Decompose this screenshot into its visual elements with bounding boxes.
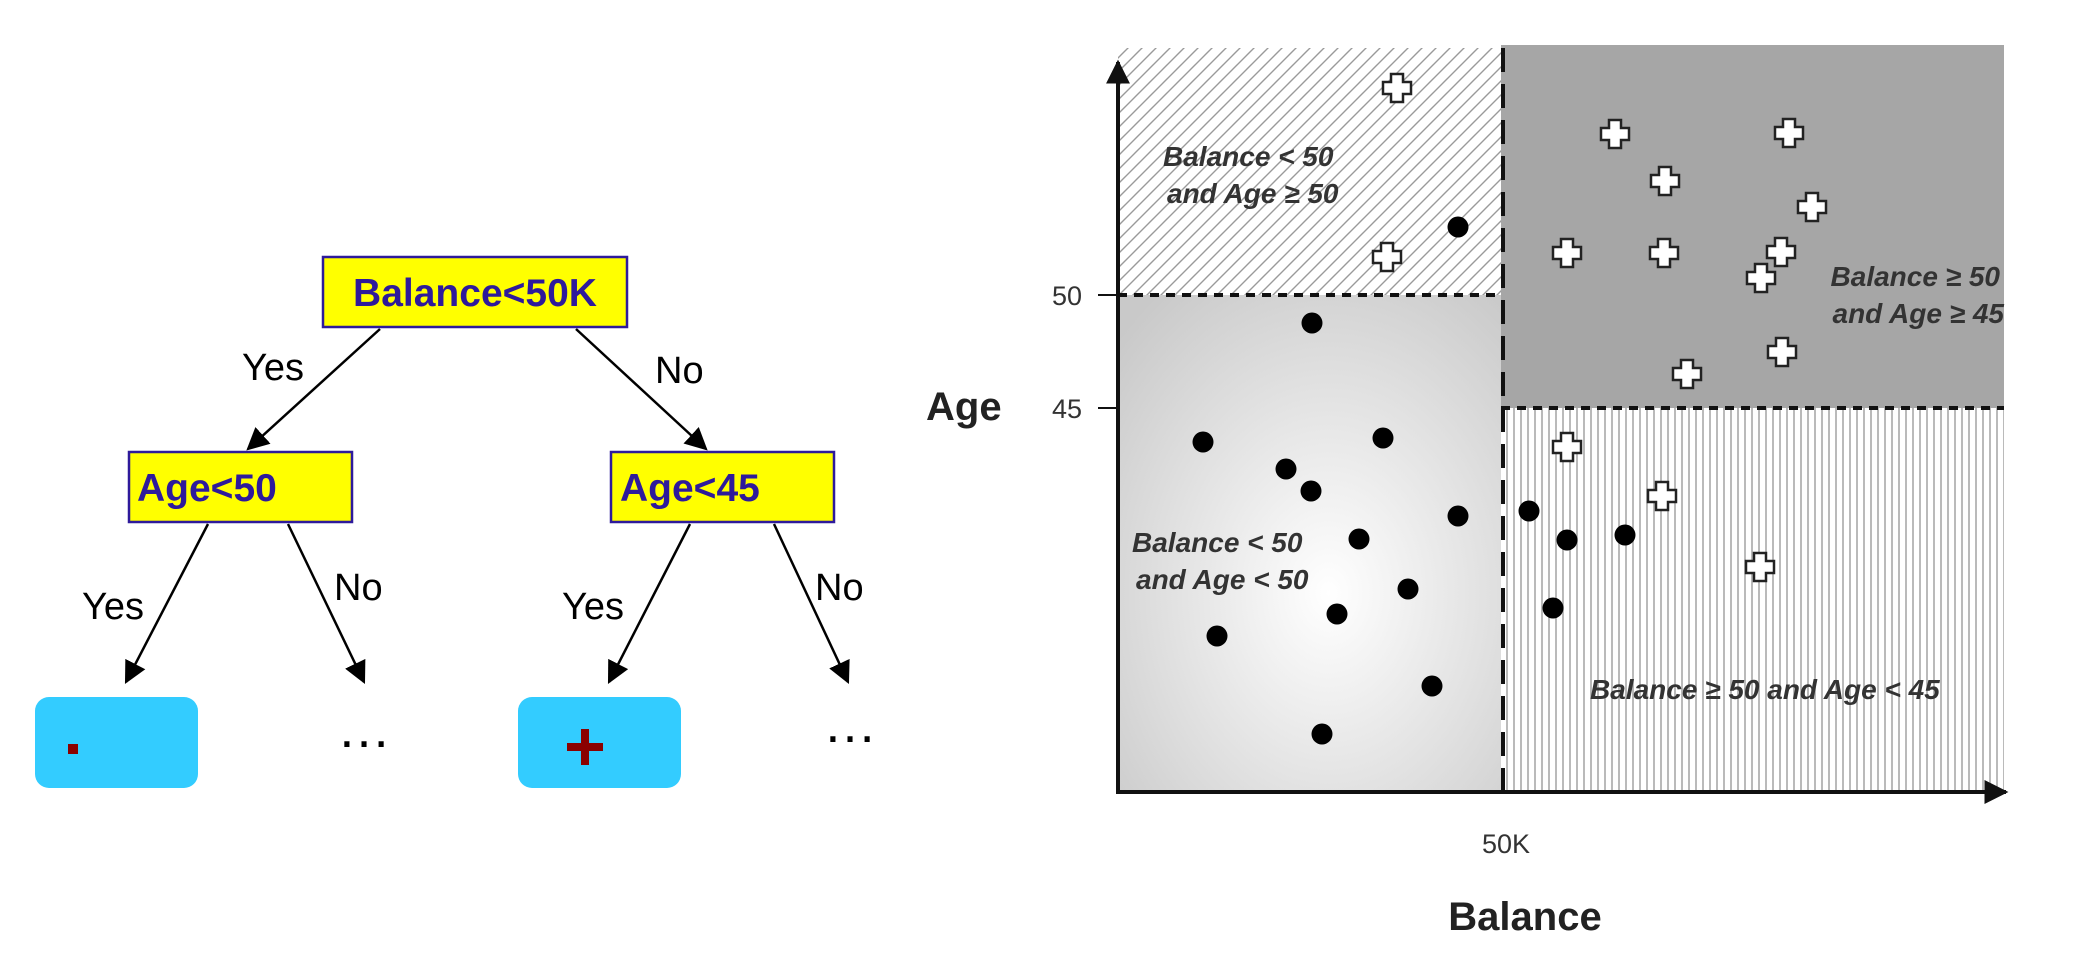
plus-icon [1671, 358, 1703, 390]
edge-right-yes [607, 523, 692, 685]
region-bottom-left [1118, 295, 1501, 792]
dot-icon [1348, 528, 1370, 550]
plus-icon [1599, 118, 1631, 150]
dot-icon [1397, 578, 1419, 600]
region-top-left [1118, 48, 1501, 295]
dot-icon [1206, 625, 1228, 647]
plus-icon [1765, 236, 1797, 268]
decision-tree: Yes No Yes No Yes No Balance<50K Age<50 … [35, 255, 877, 788]
edge-label-root-yes: Yes [242, 347, 304, 389]
dot-icon [1301, 312, 1323, 334]
plus-icon [1766, 336, 1798, 368]
region-label-bottom-left-line-1: Balance < 50 [1132, 527, 1303, 558]
y-tick-label-45: 45 [1052, 394, 1082, 424]
node-label-right: Age<45 [620, 467, 760, 510]
plus-icon [1744, 551, 1776, 583]
y-axis-title: Age [926, 385, 1002, 429]
dot-icon [1518, 500, 1540, 522]
partition-plot: 50 45 50K Age Balance Balance < 50 and A… [926, 45, 2009, 939]
tree-node-right: Age<45 [609, 450, 836, 524]
edge-label-left-yes: Yes [82, 586, 144, 628]
plus-icon [1773, 117, 1805, 149]
edge-left-yes [124, 523, 210, 684]
minus-icon [68, 744, 78, 754]
dot-icon [1447, 216, 1469, 238]
tree-leaf-ellipsis-left: … [337, 699, 391, 759]
edge-root-no [575, 328, 708, 451]
tree-node-left: Age<50 [127, 450, 354, 524]
edge-label-right-yes: Yes [562, 586, 624, 628]
dot-icon [1556, 529, 1578, 551]
plus-icon [1551, 431, 1583, 463]
plus-icon [1551, 237, 1583, 269]
dot-icon [1447, 505, 1469, 527]
dot-icon [1300, 480, 1322, 502]
plus-icon [1796, 191, 1828, 223]
region-label-bottom-right: Balance ≥ 50 and Age < 45 [1590, 674, 1940, 705]
region-label-top-right-line-2: and Age ≥ 45 [1833, 298, 2005, 329]
dot-icon [1192, 431, 1214, 453]
data-markers [1192, 72, 1828, 745]
plus-icon [1745, 262, 1777, 294]
y-tick-label-50: 50 [1052, 281, 1082, 311]
x-axis-title: Balance [1448, 895, 1601, 939]
tree-node-root: Balance<50K [321, 255, 629, 329]
dot-icon [1372, 427, 1394, 449]
edge-left-no [286, 523, 366, 685]
dot-icon [1275, 458, 1297, 480]
region-top-right [1501, 45, 2004, 408]
dot-icon [1326, 603, 1348, 625]
edge-label-root-no: No [655, 350, 704, 392]
edge-label-right-no: No [815, 567, 864, 609]
edge-right-no [772, 523, 850, 685]
edge-root-yes [246, 328, 381, 451]
x-tick-label-50k: 50K [1482, 829, 1530, 859]
region-label-top-right-line-1: Balance ≥ 50 [1831, 261, 2001, 292]
dot-icon [1421, 675, 1443, 697]
tree-leaf-negative [35, 697, 198, 788]
node-label-left: Age<50 [137, 467, 277, 510]
tree-leaf-positive [518, 697, 681, 788]
plus-icon [1381, 72, 1413, 104]
region-label-top-left-line-2: and Age ≥ 50 [1167, 178, 1339, 209]
tree-leaf-ellipsis-right: … [823, 694, 877, 754]
edge-label-left-no: No [334, 567, 383, 609]
plus-icon [1649, 165, 1681, 197]
dot-icon [1614, 524, 1636, 546]
region-label-bottom-left-line-2: and Age < 50 [1136, 564, 1309, 595]
region-bottom-right [1505, 408, 2004, 792]
plus-icon [1648, 237, 1680, 269]
region-label-top-left-line-1: Balance < 50 [1163, 141, 1334, 172]
plus-icon [567, 729, 603, 765]
dot-icon [1542, 597, 1564, 619]
plus-icon [1646, 480, 1678, 512]
dot-icon [1311, 723, 1333, 745]
plus-icon [1371, 241, 1403, 273]
node-label-root: Balance<50K [353, 272, 597, 315]
